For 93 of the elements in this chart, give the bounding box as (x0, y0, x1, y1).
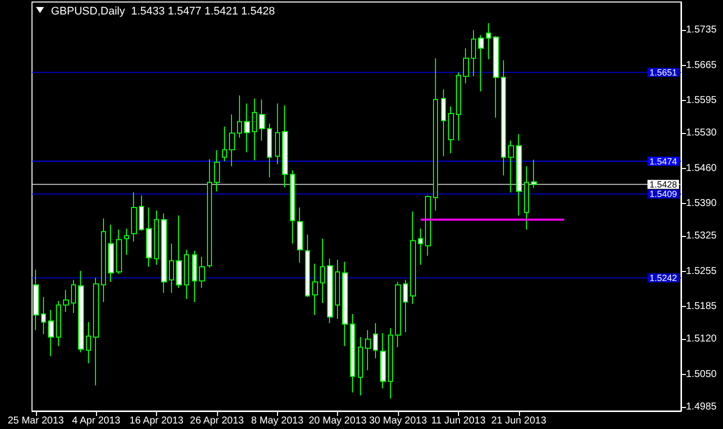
candlestick (161, 213, 167, 294)
y-tick-label: 1.5255 (686, 266, 718, 277)
candlestick (305, 234, 310, 298)
x-tick-label: 30 May 2013 (369, 416, 428, 426)
candlestick (471, 30, 476, 77)
x-tick-label: 26 Apr 2013 (190, 416, 244, 426)
candlestick (154, 210, 159, 266)
candlestick (124, 228, 129, 256)
candlestick (380, 332, 386, 389)
candlestick (116, 229, 122, 274)
candlestick (184, 249, 189, 300)
x-tick-label: 16 Apr 2013 (130, 416, 184, 426)
y-tick-label: 1.5460 (686, 162, 718, 174)
candlestick (93, 277, 99, 386)
candlestick (448, 106, 454, 154)
candlestick (169, 243, 174, 294)
candlestick (312, 263, 318, 316)
y-tick-label: 1.5390 (686, 198, 718, 209)
candlestick (237, 94, 242, 138)
y-tick-label: 1.5325 (686, 230, 718, 242)
candlestick (410, 211, 416, 304)
candlestick (252, 98, 257, 161)
x-tick-label: 25 Mar 2013 (8, 416, 64, 426)
candlestick (275, 102, 280, 165)
candlestick (425, 194, 431, 256)
x-tick-label: 21 Jun 2013 (491, 416, 547, 426)
candlestick (267, 123, 272, 178)
candlestick (199, 256, 205, 288)
ref-line-label: 1.5474 (649, 156, 677, 166)
candlestick (531, 159, 537, 188)
y-tick-label: 1.5735 (686, 24, 718, 36)
ref-line-label: 1.5242 (649, 272, 677, 283)
candlestick (229, 114, 235, 167)
candlestick (108, 224, 114, 282)
candlestick (63, 289, 69, 313)
candlestick (176, 215, 182, 288)
candlestick (365, 330, 371, 371)
candlestick (403, 279, 408, 333)
candlestick (456, 72, 461, 142)
candlestick (350, 314, 355, 393)
x-tick-label: 4 Apr 2013 (72, 416, 121, 426)
candlestick (101, 218, 106, 302)
y-tick-label: 1.5050 (686, 368, 718, 380)
candlestick (508, 140, 514, 193)
y-tick-label: 1.5185 (686, 300, 718, 312)
candlestick (290, 170, 295, 244)
candlestick (524, 166, 529, 230)
candlestick (146, 207, 152, 268)
candlestick (335, 259, 340, 320)
candlestick (41, 296, 46, 335)
candlestick (418, 228, 423, 266)
ref-line-label: 1.5428 (649, 179, 677, 190)
y-tick-label: 1.5120 (686, 334, 718, 345)
candlestick (320, 238, 325, 304)
candlestick (78, 270, 84, 353)
candlestick (486, 22, 491, 60)
candlestick (139, 194, 144, 232)
candlestick (282, 105, 288, 188)
candlestick (395, 281, 401, 348)
x-tick-label: 8 May 2013 (251, 416, 304, 426)
y-tick-label: 1.5665 (686, 60, 718, 71)
candlestick (441, 88, 446, 157)
candlestick (207, 158, 212, 268)
y-tick-label: 1.4985 (686, 401, 718, 412)
candlestick (478, 34, 484, 92)
candlestick (86, 322, 91, 364)
candlestick (516, 134, 522, 216)
candlestick (388, 328, 393, 399)
candlestick (214, 150, 220, 192)
candlestick (373, 322, 378, 359)
x-tick-label: 11 Jun 2013 (431, 416, 486, 426)
candlestick (463, 48, 469, 84)
candlestick (71, 279, 76, 314)
candlestick (501, 60, 506, 176)
candlestick (493, 36, 499, 118)
candlestick (56, 300, 61, 347)
candlestick (433, 58, 438, 212)
candlestick (259, 98, 265, 142)
candlestick (222, 126, 227, 162)
candlestick (327, 258, 333, 324)
ref-line-label: 1.5651 (649, 67, 677, 78)
y-tick-label: 1.5530 (686, 128, 718, 139)
candlestick (192, 250, 197, 302)
candlestick (48, 310, 54, 357)
y-tick-label: 1.5595 (686, 94, 718, 106)
candlestick (358, 336, 363, 396)
chart-title: GBPUSD,Daily 1.5433 1.5477 1.5421 1.5428 (51, 6, 275, 18)
ref-line-label: 1.5409 (649, 188, 677, 199)
x-tick-label: 20 May 2013 (308, 416, 367, 426)
candlestick (131, 192, 137, 242)
candlestick (244, 102, 250, 153)
candlestick (297, 207, 303, 264)
candlestick (342, 261, 348, 347)
